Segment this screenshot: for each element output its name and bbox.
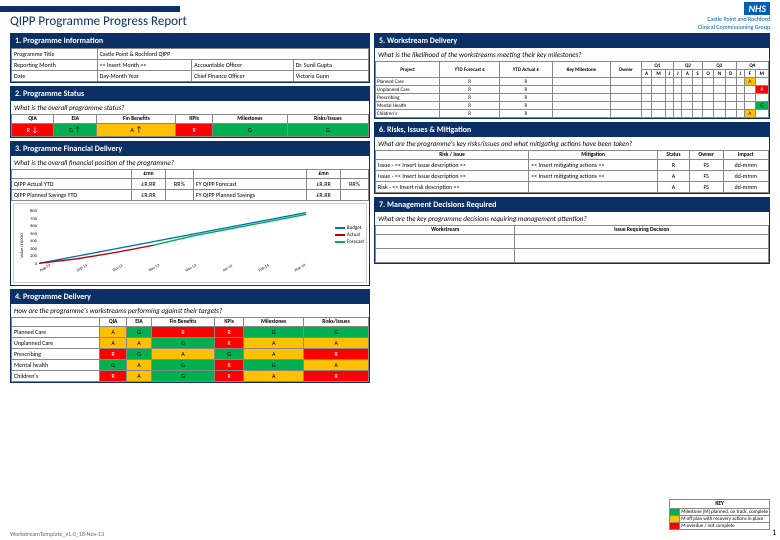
page-title: QIPP Programme Progress Report bbox=[10, 14, 770, 29]
section-programme-info: 1. Programme Information Programme Title… bbox=[10, 33, 370, 83]
savings-chart: Value (£000s) 8007006005004003002000 Aug… bbox=[13, 203, 367, 283]
section-programme-delivery: 4. Programme Delivery How are the progra… bbox=[10, 289, 370, 383]
footer-text: WorkstreamTemplate_v1.0_18-Nov-13 bbox=[10, 530, 104, 538]
page-number: 1 bbox=[772, 528, 776, 538]
key-legend: KEYMilestone [M] planned, on track, comp… bbox=[669, 499, 770, 530]
nhs-logo: NHS Castle Point and Rochford Clinical C… bbox=[698, 2, 770, 30]
section-mgmt-decisions: 7. Management Decisions Required What ar… bbox=[374, 197, 770, 264]
section-financial-delivery: 3. Programme Financial Delivery What is … bbox=[10, 141, 370, 286]
section-risks-issues: 6. Risks, Issues & Mitigation What are t… bbox=[374, 122, 770, 194]
section-programme-status: 2. Programme Status What is the overall … bbox=[10, 86, 370, 138]
section-workstream-delivery: 5. Workstream Delivery What is the likel… bbox=[374, 33, 770, 119]
